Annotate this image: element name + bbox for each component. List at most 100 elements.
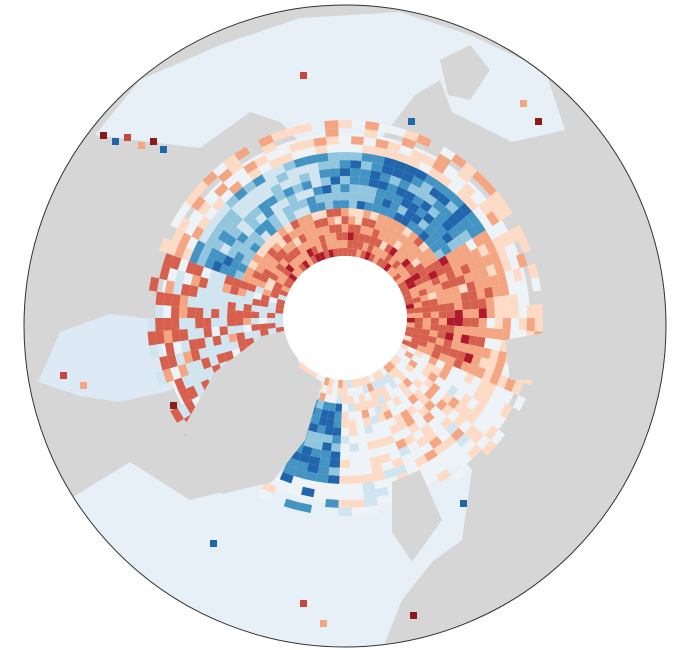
cell bbox=[301, 260, 311, 270]
cell bbox=[324, 233, 332, 243]
cell bbox=[211, 326, 221, 337]
cell bbox=[174, 352, 186, 366]
cell bbox=[383, 156, 397, 168]
cell bbox=[435, 337, 445, 347]
cell bbox=[228, 293, 238, 303]
cell bbox=[434, 376, 446, 388]
cell bbox=[196, 253, 208, 267]
cell bbox=[341, 403, 349, 412]
cell bbox=[491, 285, 502, 298]
cell bbox=[251, 330, 261, 338]
cell bbox=[203, 298, 213, 309]
cell bbox=[283, 125, 299, 138]
cell bbox=[453, 325, 463, 335]
cell bbox=[243, 160, 258, 174]
cell bbox=[405, 303, 415, 310]
cell bbox=[366, 382, 375, 393]
cell bbox=[420, 442, 434, 455]
cell bbox=[530, 276, 542, 292]
cell bbox=[373, 430, 384, 441]
cell bbox=[404, 415, 416, 428]
cell bbox=[466, 225, 479, 239]
coastal-cell bbox=[100, 132, 107, 139]
cell bbox=[262, 206, 275, 219]
cell bbox=[501, 258, 513, 273]
cell bbox=[350, 152, 363, 161]
cell bbox=[171, 228, 185, 244]
cell bbox=[472, 234, 485, 248]
cell bbox=[193, 382, 206, 396]
cell bbox=[470, 318, 479, 328]
cell bbox=[308, 455, 321, 466]
cell bbox=[412, 429, 425, 441]
cell bbox=[478, 201, 493, 216]
cell bbox=[226, 247, 239, 259]
cell bbox=[470, 247, 482, 261]
cell bbox=[306, 430, 317, 441]
cell bbox=[404, 460, 418, 472]
cell bbox=[350, 467, 362, 476]
cell bbox=[338, 120, 352, 129]
cell bbox=[476, 336, 486, 348]
cell bbox=[259, 328, 269, 336]
cell bbox=[381, 198, 393, 209]
cell bbox=[496, 247, 509, 262]
cell bbox=[463, 352, 474, 364]
cell bbox=[438, 324, 447, 333]
cell bbox=[413, 327, 423, 335]
cell bbox=[438, 318, 447, 326]
cell bbox=[326, 144, 340, 153]
cell bbox=[478, 318, 487, 328]
cell bbox=[381, 164, 394, 176]
cell bbox=[244, 266, 255, 277]
cell bbox=[407, 383, 419, 394]
cell bbox=[347, 248, 353, 257]
cell bbox=[396, 152, 411, 165]
coastal-cell bbox=[170, 402, 177, 409]
cell bbox=[496, 350, 508, 364]
cell bbox=[330, 451, 341, 460]
cell bbox=[341, 208, 349, 217]
cell bbox=[417, 218, 430, 231]
cell bbox=[424, 449, 438, 462]
cell bbox=[171, 318, 180, 331]
cell bbox=[229, 258, 241, 270]
cell bbox=[302, 240, 311, 251]
cell bbox=[216, 272, 227, 284]
cell bbox=[341, 411, 349, 420]
cell bbox=[402, 237, 414, 249]
cell bbox=[392, 354, 402, 363]
cell bbox=[254, 285, 265, 295]
cell bbox=[410, 337, 420, 345]
cell bbox=[174, 244, 186, 259]
cell bbox=[338, 507, 352, 516]
cell bbox=[441, 404, 454, 417]
cell bbox=[290, 219, 301, 230]
cell bbox=[369, 236, 378, 246]
cell bbox=[486, 359, 497, 372]
cell bbox=[511, 380, 524, 396]
cell bbox=[482, 253, 494, 267]
cell bbox=[275, 308, 284, 314]
cell bbox=[297, 502, 312, 513]
cell bbox=[401, 355, 412, 364]
cell bbox=[392, 193, 404, 205]
cell bbox=[472, 415, 486, 430]
coastal-cell bbox=[150, 138, 157, 145]
cell bbox=[178, 232, 192, 248]
cell bbox=[399, 285, 409, 293]
cell bbox=[342, 396, 348, 404]
cell bbox=[229, 285, 240, 296]
cell bbox=[357, 434, 367, 444]
cell bbox=[493, 328, 503, 340]
cell bbox=[202, 170, 218, 186]
cell bbox=[410, 257, 421, 268]
cell bbox=[383, 468, 397, 480]
cell bbox=[452, 293, 462, 303]
cell bbox=[293, 468, 307, 480]
cell bbox=[275, 262, 286, 273]
cell bbox=[349, 435, 359, 444]
cell bbox=[219, 309, 228, 318]
cell bbox=[260, 294, 270, 302]
cell bbox=[348, 200, 358, 209]
